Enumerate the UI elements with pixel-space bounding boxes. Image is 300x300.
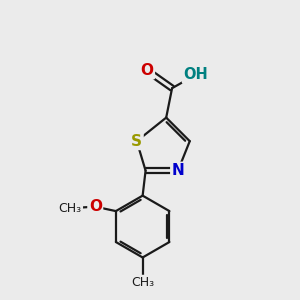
Text: S: S (131, 134, 142, 149)
Text: OH: OH (183, 68, 208, 82)
Text: O: O (89, 199, 102, 214)
Text: CH₃: CH₃ (131, 276, 154, 289)
Text: O: O (141, 63, 154, 78)
Text: CH₃: CH₃ (59, 202, 82, 215)
Text: N: N (172, 163, 184, 178)
